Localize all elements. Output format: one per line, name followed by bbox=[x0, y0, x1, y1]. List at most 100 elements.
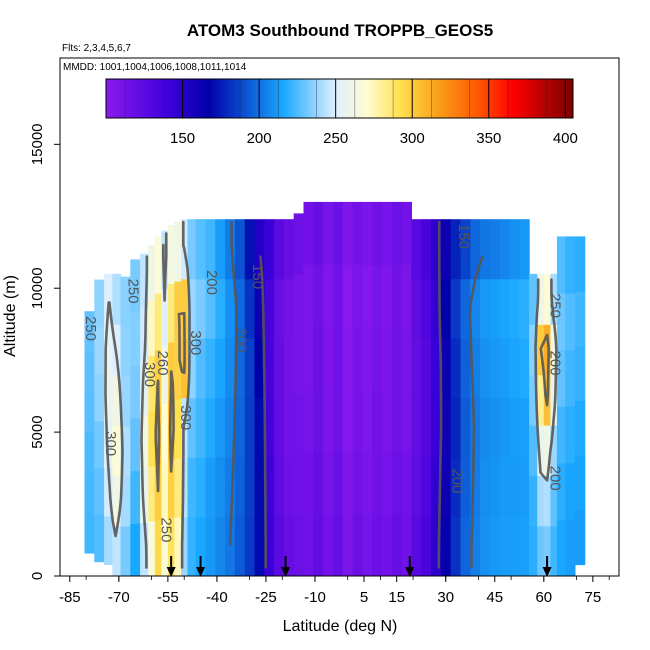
heatmap-cell bbox=[313, 201, 324, 265]
heatmap-cell bbox=[550, 324, 558, 376]
heatmap-cell bbox=[431, 219, 442, 280]
heatmap-cell bbox=[509, 397, 520, 458]
heatmap-cell bbox=[401, 451, 412, 515]
heatmap-cell bbox=[489, 397, 501, 458]
heatmap-cell bbox=[148, 465, 156, 522]
heatmap-cell bbox=[372, 388, 383, 452]
heatmap-cell bbox=[519, 397, 530, 458]
heatmap-cell bbox=[391, 388, 403, 452]
heatmap-cell bbox=[401, 513, 412, 576]
x-axis: -85 -70 -55 -40 -25 -10 5 15 30 45 60 75 bbox=[59, 576, 610, 606]
heatmap-cell bbox=[440, 516, 452, 576]
heatmap-cell bbox=[303, 264, 314, 328]
heatmap-cell bbox=[565, 293, 576, 351]
heatmap-cell bbox=[104, 370, 113, 420]
heatmap-cell bbox=[550, 424, 558, 476]
heatmap-cell bbox=[460, 278, 471, 339]
heatmap-cell bbox=[411, 397, 422, 458]
heatmap-cell bbox=[84, 432, 95, 473]
heatmap-cell bbox=[342, 388, 354, 452]
heatmap-cell bbox=[362, 388, 373, 452]
heatmap-cell bbox=[565, 462, 576, 520]
heatmap-cell bbox=[480, 278, 491, 339]
heatmap-cell bbox=[94, 514, 105, 563]
heatmap-cell bbox=[565, 349, 576, 407]
heatmap-cell bbox=[529, 273, 538, 325]
x-tick-label: -85 bbox=[59, 589, 81, 606]
heatmap-cell bbox=[215, 397, 226, 458]
heatmap-cell bbox=[313, 513, 324, 576]
heatmap-cell bbox=[421, 219, 432, 280]
heatmap-cell bbox=[556, 236, 566, 294]
heatmap-cell bbox=[254, 457, 265, 518]
heatmap-cell bbox=[254, 278, 265, 339]
heatmap-cell bbox=[187, 219, 197, 280]
heatmap-cell bbox=[362, 451, 373, 515]
chart-title: ATOM3 Southbound TROPPB_GEOS5 bbox=[187, 21, 493, 40]
colorbar-tick-label: 350 bbox=[476, 130, 501, 147]
heatmap-cell bbox=[234, 457, 246, 518]
heatmap-cell bbox=[234, 516, 246, 576]
x-tick-label: -70 bbox=[108, 589, 130, 606]
heatmap-cell bbox=[215, 338, 226, 399]
heatmap-cell bbox=[537, 374, 545, 426]
heatmap-cell bbox=[411, 516, 422, 576]
x-tick-label: 75 bbox=[585, 589, 602, 606]
colorbar-tick-label: 200 bbox=[247, 130, 272, 147]
heatmap-cell bbox=[382, 451, 393, 515]
colorbar-tick-label: 400 bbox=[553, 130, 578, 147]
heatmap-cell bbox=[205, 457, 216, 518]
heatmap-cell bbox=[440, 219, 452, 280]
contour-label: 150 bbox=[249, 264, 266, 289]
heatmap-cell bbox=[283, 219, 295, 280]
heatmap-cell bbox=[104, 273, 113, 323]
contour-label: 200 bbox=[448, 469, 465, 494]
heatmap-cell bbox=[565, 236, 576, 294]
heatmap-cell bbox=[323, 388, 334, 452]
heatmap-cell bbox=[499, 457, 511, 518]
heatmap-cell bbox=[244, 516, 256, 576]
heatmap-cell bbox=[499, 397, 511, 458]
heatmap-cell bbox=[167, 517, 175, 576]
heatmap-cell bbox=[94, 373, 105, 422]
flight-marker-head bbox=[542, 567, 552, 577]
heatmap-cell bbox=[440, 278, 452, 339]
heatmap-cell bbox=[313, 326, 324, 390]
heatmap-cell bbox=[104, 467, 113, 517]
heatmap-cell bbox=[264, 397, 275, 458]
heatmap-cell bbox=[342, 264, 354, 328]
heatmap-cell bbox=[421, 338, 432, 399]
heatmap-cell bbox=[205, 516, 216, 576]
heatmap-cell bbox=[104, 322, 113, 372]
heatmap-cell bbox=[391, 201, 403, 265]
heatmap-cell bbox=[120, 326, 131, 378]
heatmap-cell bbox=[313, 451, 324, 515]
heatmap-cell bbox=[225, 219, 236, 280]
heatmap-cell bbox=[480, 457, 491, 518]
heatmap-cell bbox=[362, 513, 373, 576]
heatmap-cell bbox=[254, 338, 265, 399]
x-tick-label: -55 bbox=[157, 589, 179, 606]
heatmap-cell bbox=[195, 219, 207, 280]
heatmap-cell bbox=[431, 278, 442, 339]
heatmap-cell bbox=[264, 219, 275, 280]
heatmap-cell bbox=[112, 525, 122, 576]
heatmap-cell bbox=[120, 526, 131, 576]
heatmap-cell bbox=[254, 219, 265, 280]
heatmap-cell bbox=[181, 457, 189, 518]
heatmap-cell bbox=[104, 419, 113, 469]
heatmap-cell bbox=[130, 365, 141, 419]
contour-label: 150 bbox=[455, 224, 472, 249]
heatmap-cell bbox=[130, 470, 141, 524]
x-axis-label: Latitude (deg N) bbox=[283, 618, 398, 635]
heatmap-cell bbox=[372, 201, 383, 265]
heatmap-cell bbox=[84, 472, 95, 514]
heatmap-cell bbox=[215, 457, 226, 518]
heatmap-cell bbox=[460, 397, 471, 458]
heatmap-cell bbox=[509, 516, 520, 576]
heatmap-cell bbox=[174, 340, 182, 400]
contour-label: 250 bbox=[546, 293, 563, 318]
heatmap-cell bbox=[372, 326, 383, 390]
heatmap-cell bbox=[205, 397, 216, 458]
heatmap-cell bbox=[181, 516, 189, 576]
